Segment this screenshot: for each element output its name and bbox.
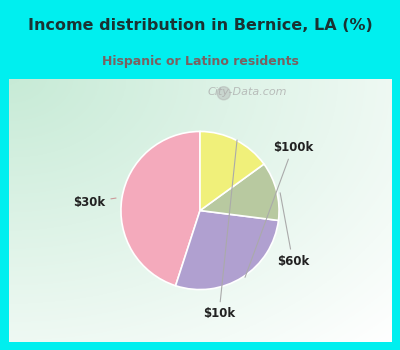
Text: $10k: $10k — [203, 140, 237, 320]
Wedge shape — [121, 132, 200, 286]
Circle shape — [217, 87, 230, 100]
Wedge shape — [200, 164, 279, 220]
Text: Hispanic or Latino residents: Hispanic or Latino residents — [102, 55, 298, 68]
Text: $60k: $60k — [277, 193, 309, 268]
Text: $100k: $100k — [245, 141, 313, 277]
Wedge shape — [176, 211, 278, 289]
Text: Income distribution in Bernice, LA (%): Income distribution in Bernice, LA (%) — [28, 18, 372, 33]
Text: City-Data.com: City-Data.com — [208, 87, 287, 97]
Wedge shape — [200, 132, 264, 211]
Text: $30k: $30k — [73, 196, 116, 209]
